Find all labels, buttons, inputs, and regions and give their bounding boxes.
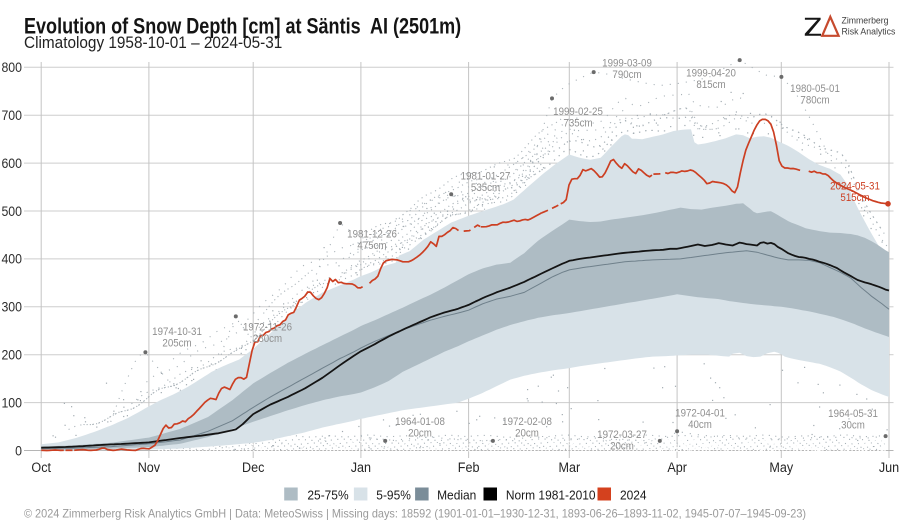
svg-text:1972-02-08: 1972-02-08: [502, 417, 552, 429]
svg-text:475cm: 475cm: [357, 241, 386, 253]
svg-text:20cm: 20cm: [610, 441, 634, 453]
svg-text:1981-01-27: 1981-01-27: [461, 171, 511, 183]
svg-text:Nov: Nov: [138, 459, 161, 475]
svg-text:1964-01-08: 1964-01-08: [395, 417, 445, 429]
svg-text:500: 500: [1, 203, 22, 219]
svg-text:790cm: 790cm: [612, 70, 641, 82]
svg-text:735cm: 735cm: [563, 118, 592, 130]
svg-text:May: May: [769, 459, 793, 475]
svg-text:280cm: 280cm: [253, 334, 282, 346]
svg-text:20cm: 20cm: [408, 428, 432, 440]
svg-text:815cm: 815cm: [696, 80, 725, 92]
svg-text:1974-10-31: 1974-10-31: [152, 327, 202, 339]
svg-text:400: 400: [1, 251, 22, 267]
svg-text:Jan: Jan: [351, 459, 371, 475]
svg-text:1999-02-25: 1999-02-25: [553, 107, 603, 119]
svg-text:30cm: 30cm: [841, 420, 865, 432]
svg-text:Feb: Feb: [458, 459, 480, 475]
svg-text:Zimmerberg: Zimmerberg: [842, 15, 889, 25]
svg-text:5-95%: 5-95%: [376, 488, 411, 502]
svg-text:200: 200: [1, 347, 22, 363]
svg-text:Evolution of Snow Depth [cm] a: Evolution of Snow Depth [cm] at Säntis A…: [24, 15, 461, 39]
svg-text:700: 700: [1, 107, 22, 123]
svg-text:25-75%: 25-75%: [307, 488, 348, 502]
svg-text:40cm: 40cm: [688, 420, 712, 432]
svg-text:Climatology 1958-10-01 – 2024-: Climatology 1958-10-01 – 2024-05-31: [24, 35, 282, 53]
svg-text:Jun: Jun: [879, 459, 899, 475]
svg-text:800: 800: [1, 59, 22, 75]
svg-text:780cm: 780cm: [800, 95, 829, 107]
svg-text:1999-03-09: 1999-03-09: [602, 58, 652, 70]
svg-text:1964-05-31: 1964-05-31: [828, 409, 878, 421]
svg-text:Median: Median: [437, 488, 476, 502]
svg-text:535cm: 535cm: [471, 183, 500, 195]
svg-text:1999-04-20: 1999-04-20: [686, 68, 736, 80]
svg-text:Norm 1981-2010: Norm 1981-2010: [506, 488, 596, 502]
svg-text:1972-03-27: 1972-03-27: [597, 430, 647, 442]
svg-text:1972-04-01: 1972-04-01: [675, 408, 725, 420]
svg-text:© 2024 Zimmerberg Risk Analyt: © 2024 Zimmerberg Risk Analytics GmbH | …: [24, 508, 806, 520]
svg-text:0: 0: [15, 443, 22, 459]
svg-text:100: 100: [1, 395, 22, 411]
svg-text:Oct: Oct: [31, 459, 51, 475]
svg-text:Dec: Dec: [242, 459, 265, 475]
svg-text:Risk Analytics: Risk Analytics: [842, 26, 896, 36]
svg-text:515cm: 515cm: [840, 193, 869, 205]
svg-text:1980-05-01: 1980-05-01: [790, 84, 840, 96]
svg-text:600: 600: [1, 155, 22, 171]
svg-text:2024: 2024: [620, 488, 647, 502]
svg-text:20cm: 20cm: [515, 428, 539, 440]
svg-text:Apr: Apr: [667, 459, 687, 475]
svg-text:205cm: 205cm: [162, 338, 191, 350]
svg-text:1981-12-26: 1981-12-26: [347, 229, 397, 241]
svg-text:Mar: Mar: [558, 459, 580, 475]
svg-text:2024-05-31: 2024-05-31: [830, 181, 880, 193]
svg-text:1972-11-26: 1972-11-26: [243, 322, 292, 334]
svg-text:300: 300: [1, 299, 22, 315]
